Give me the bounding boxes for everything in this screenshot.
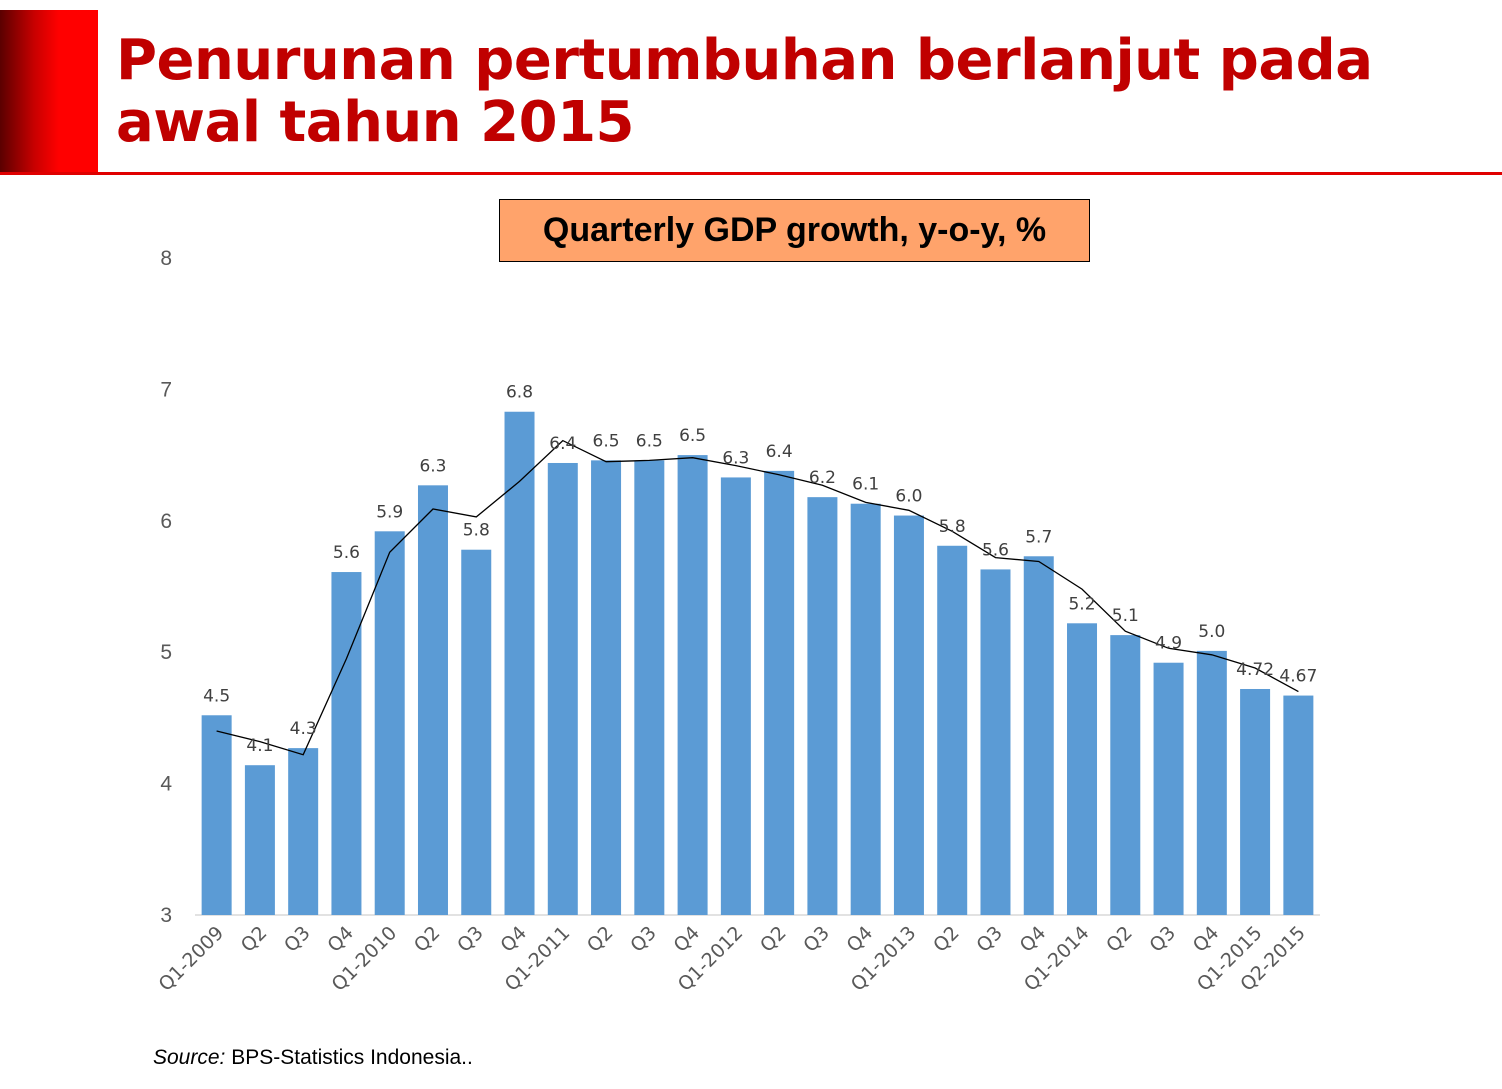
x-tick-label: Q3 xyxy=(453,922,488,957)
bar xyxy=(244,765,275,915)
x-tick-label: Q1-2009 xyxy=(154,922,228,996)
y-tick-label: 7 xyxy=(160,378,172,401)
x-tick-label: Q4 xyxy=(669,922,704,957)
bar xyxy=(201,715,232,915)
bar xyxy=(288,748,319,915)
slide-title: Penurunan pertumbuhan berlanjut pada awa… xyxy=(116,28,1373,155)
y-tick-label: 3 xyxy=(160,904,172,927)
bar xyxy=(504,411,535,915)
bar xyxy=(937,545,968,915)
source-note: Source: BPS-Statistics Indonesia.. xyxy=(153,1046,473,1070)
x-tick-label: Q2 xyxy=(410,922,445,957)
y-tick-label: 8 xyxy=(160,247,172,270)
data-label: 6.5 xyxy=(679,426,706,446)
data-label: 6.2 xyxy=(809,468,836,488)
x-tick-label: Q4 xyxy=(1016,922,1051,957)
data-label: 5.0 xyxy=(1198,622,1225,642)
source-text: BPS-Statistics Indonesia.. xyxy=(231,1046,473,1069)
bar xyxy=(1153,662,1184,915)
data-label: 6.1 xyxy=(852,475,879,495)
bar xyxy=(1067,623,1098,915)
data-label: 5.9 xyxy=(376,502,403,522)
bar xyxy=(331,572,362,915)
source-label: Source: xyxy=(153,1046,226,1069)
data-label: 6.8 xyxy=(506,383,533,403)
data-label: 5.6 xyxy=(333,543,360,563)
bar xyxy=(677,455,708,915)
y-tick-label: 5 xyxy=(160,641,172,664)
x-tick-label: Q3 xyxy=(972,922,1007,957)
bar xyxy=(547,462,578,915)
data-label: 5.1 xyxy=(1112,606,1139,626)
data-label: 4.72 xyxy=(1236,660,1274,680)
bar xyxy=(720,477,751,915)
bar xyxy=(980,569,1011,915)
data-label: 4.9 xyxy=(1155,634,1182,654)
data-label: 5.8 xyxy=(939,517,966,537)
data-label: 5.8 xyxy=(463,521,490,541)
bar xyxy=(893,515,924,915)
bar xyxy=(634,460,665,915)
data-label: 5.7 xyxy=(1025,527,1052,547)
bar xyxy=(1283,695,1314,915)
bar xyxy=(1240,688,1271,915)
x-tick-label: Q3 xyxy=(1145,922,1180,957)
title-accent-block xyxy=(0,10,98,174)
x-tick-label: Q4 xyxy=(496,922,531,957)
data-label: 4.1 xyxy=(246,736,273,756)
x-tick-label: Q2 xyxy=(756,922,791,957)
data-label: 6.5 xyxy=(636,431,663,451)
data-label: 6.0 xyxy=(895,487,922,507)
data-label: 6.5 xyxy=(593,431,620,451)
x-tick-label: Q4 xyxy=(843,922,878,957)
bar xyxy=(1023,556,1054,915)
data-label: 4.3 xyxy=(290,719,317,739)
bar xyxy=(461,549,492,915)
x-tick-label: Q3 xyxy=(626,922,661,957)
chart-title: Quarterly GDP growth, y-o-y, % xyxy=(499,199,1090,262)
title-underline xyxy=(0,172,1502,175)
data-label: 5.6 xyxy=(982,540,1009,560)
y-tick-label: 6 xyxy=(160,510,172,533)
x-tick-label: Q4 xyxy=(323,922,358,957)
x-tick-label: Q2 xyxy=(1102,922,1137,957)
y-tick-label: 4 xyxy=(160,773,172,796)
data-label: 4.5 xyxy=(203,686,230,706)
bar xyxy=(807,497,838,915)
data-label: 6.4 xyxy=(549,434,576,454)
x-tick-label: Q3 xyxy=(799,922,834,957)
data-label: 6.3 xyxy=(722,448,749,468)
bar xyxy=(764,470,795,915)
data-label: 6.4 xyxy=(766,442,793,462)
x-tick-label: Q4 xyxy=(1189,922,1224,957)
bar xyxy=(591,460,622,915)
x-tick-label: Q2 xyxy=(237,922,272,957)
trend-line xyxy=(216,439,1299,756)
bar xyxy=(1196,650,1227,915)
x-tick-label: Q2 xyxy=(929,922,964,957)
x-tick-label: Q2 xyxy=(583,922,618,957)
data-label: 4.67 xyxy=(1279,667,1317,687)
data-label: 6.3 xyxy=(419,456,446,476)
bar xyxy=(374,531,405,915)
bar xyxy=(850,503,881,915)
bar xyxy=(417,485,448,915)
data-label: 5.2 xyxy=(1068,594,1095,614)
x-tick-label: Q3 xyxy=(280,922,315,957)
bar xyxy=(1110,635,1141,915)
